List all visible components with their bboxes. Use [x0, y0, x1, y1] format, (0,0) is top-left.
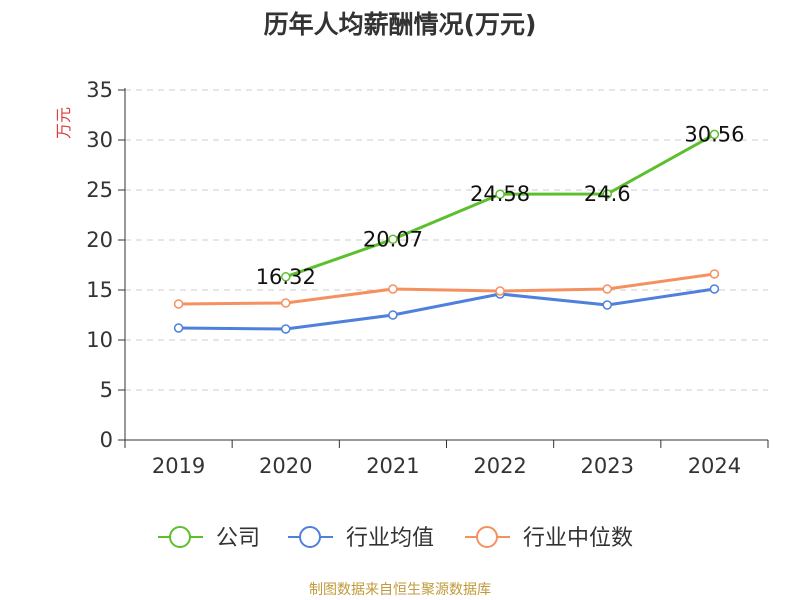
data-point — [173, 299, 184, 309]
data-point — [281, 324, 291, 334]
data-label: 16.32 — [256, 265, 316, 289]
x-tick-label: 2021 — [366, 454, 419, 478]
data-point — [602, 189, 612, 199]
chart-title: 历年人均薪酬情况(万元) — [263, 10, 537, 39]
y-tick-label: 0 — [100, 428, 113, 452]
data-label: 20.07 — [363, 227, 423, 251]
y-tick-label: 10 — [86, 328, 113, 352]
data-point — [281, 298, 291, 308]
data-point — [173, 323, 184, 333]
legend: 公司 行业均值 行业中位数 — [158, 526, 633, 551]
data-point — [495, 286, 505, 296]
series-line-2 — [178, 272, 715, 306]
data-point — [709, 129, 720, 140]
data-label: 24.58 — [470, 182, 530, 206]
data-label: 30.56 — [684, 122, 744, 146]
x-tick-label: 2020 — [259, 454, 312, 478]
y-tick-label: 25 — [86, 178, 113, 202]
legend-marker-2 — [476, 526, 498, 548]
y-axis-label: 万元 — [54, 107, 73, 139]
legend-label: 行业中位数 — [523, 526, 633, 551]
legend-label: 行业均值 — [346, 526, 434, 551]
data-point — [709, 284, 720, 294]
legend-marker-1 — [299, 526, 321, 548]
data-point — [388, 284, 398, 294]
data-point — [281, 272, 291, 282]
x-tick-label: 2019 — [152, 454, 205, 478]
x-tick-label: 2023 — [581, 454, 634, 478]
data-labels: 16.32 20.07 24.58 24.6 30.56 — [256, 122, 745, 288]
x-tick-label: 2024 — [688, 454, 741, 478]
data-point — [388, 310, 398, 320]
grid-lines — [125, 89, 768, 391]
x-tick-label: 2022 — [473, 454, 526, 478]
y-tick-label: 20 — [86, 228, 113, 252]
y-tick-label: 30 — [86, 128, 113, 152]
series-line-1 — [178, 287, 715, 331]
y-tick-label: 5 — [100, 378, 113, 402]
data-label: 24.6 — [584, 182, 631, 206]
axes: 0 5 10 15 20 25 30 35 2019 2020 2021 2022 2023 2024 万元 — [54, 78, 769, 478]
legend-label: 公司 — [216, 526, 260, 551]
y-tick-label: 35 — [86, 78, 113, 102]
series-lines — [173, 129, 720, 334]
legend-marker-0 — [169, 526, 191, 548]
data-point — [388, 234, 398, 245]
source-note: 制图数据来自恒生聚源数据库 — [309, 582, 491, 598]
data-point — [709, 269, 720, 279]
data-point — [495, 189, 505, 199]
data-point — [602, 300, 612, 310]
y-tick-label: 15 — [86, 278, 113, 302]
data-point — [602, 284, 612, 294]
